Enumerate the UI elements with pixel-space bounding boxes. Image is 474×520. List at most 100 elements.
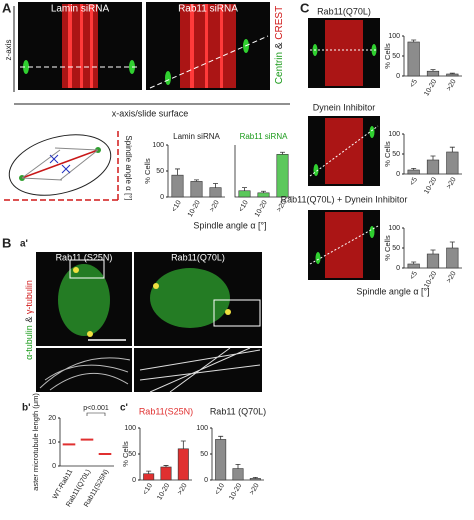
error-bar: [430, 249, 436, 254]
panel-label: a': [20, 239, 28, 250]
error-bar: [194, 179, 199, 182]
y-tick-label: 50: [200, 451, 208, 458]
x-tick-label: >20: [446, 270, 458, 284]
y-tick-label: 50: [392, 245, 400, 252]
bar: [257, 192, 270, 198]
chart-title: Rab11(Q70L) + Dynein Inhibitor: [281, 194, 408, 204]
y-axis-label: % Cells: [121, 441, 130, 467]
significance-bracket: [86, 412, 106, 416]
y-tick-label: 100: [388, 131, 400, 138]
microscopy-image: [308, 116, 380, 186]
error-bar: [411, 261, 417, 264]
bar: [190, 181, 203, 198]
stain-label: Centrin & CREST: [274, 6, 285, 84]
y-axis-label: % Cells: [383, 141, 392, 167]
annotation: p<0.001: [83, 405, 109, 412]
stain-label: γ-tubulin: [24, 280, 34, 314]
axis-line: [139, 428, 192, 481]
bar: [446, 73, 459, 77]
y-tick-label: 50: [156, 168, 164, 175]
axis-line: [234, 145, 292, 198]
axis-label: Spindle angle α [°]: [124, 135, 133, 200]
microscopy-image: [308, 18, 380, 88]
microscopy-image: [18, 2, 142, 90]
series-label: Rab11 siRNA: [240, 132, 289, 141]
error-bar: [235, 464, 241, 469]
bar: [446, 247, 459, 269]
panel-label: C: [300, 0, 310, 15]
x-tick-label: >20: [249, 482, 261, 496]
axis-line: [403, 36, 462, 77]
y-axis-label: % Cells: [383, 43, 392, 69]
y-tick-label: 0: [396, 171, 400, 178]
error-bar: [252, 477, 258, 479]
error-bar: [218, 435, 224, 440]
y-tick-label: 100: [388, 33, 400, 40]
y-tick-label: 0: [52, 463, 56, 470]
y-tick-label: 0: [160, 194, 164, 201]
error-bar: [261, 190, 266, 193]
x-tick-label: <5: [409, 270, 419, 281]
error-bar: [146, 470, 152, 474]
image-label: Lamin siRNA: [51, 4, 110, 15]
stain-label: &: [274, 42, 285, 49]
series-label: Lamin siRNA: [173, 132, 220, 141]
stain-label: &: [24, 317, 34, 323]
chart-title: Rab11 (Q70L): [210, 406, 266, 416]
panel-label: b': [22, 403, 31, 414]
bar: [171, 174, 184, 198]
bar: [177, 448, 189, 481]
x-tick-label: 10-20: [228, 482, 243, 501]
stain-label: α-tubulin: [24, 325, 34, 360]
image-label: Rab11 (S25N): [56, 252, 113, 262]
y-tick-label: 20: [48, 415, 56, 422]
stain-label: CREST: [274, 6, 285, 40]
y-tick-label: 0: [396, 265, 400, 272]
x-tick-label: 10-20: [254, 199, 269, 218]
axis-line: [403, 134, 462, 175]
x-tick-label: <10: [214, 482, 226, 496]
panel-label: B: [2, 235, 11, 250]
axis-line: [403, 228, 462, 269]
x-tick-label: <10: [171, 199, 183, 213]
x-tick-label: <5: [409, 176, 419, 187]
y-tick-label: 100: [124, 425, 136, 432]
x-tick-label: <10: [142, 482, 154, 496]
x-tick-label: >20: [446, 176, 458, 190]
axis-line: [167, 145, 225, 198]
image-label: Rab11 siRNA: [178, 4, 238, 15]
x-tick-label: 10-20: [187, 199, 202, 218]
bar: [232, 468, 244, 481]
error-bar: [449, 241, 455, 248]
microscopy-image: [146, 2, 270, 90]
bar: [160, 466, 172, 481]
error-bar: [411, 168, 417, 170]
stain-label: α-tubulin & γ-tubulin: [24, 280, 34, 360]
x-tick-label: >20: [177, 482, 189, 496]
y-tick-label: 10: [48, 439, 56, 446]
y-tick-label: 0: [204, 477, 208, 484]
y-tick-label: 50: [392, 151, 400, 158]
chart-title: Dynein Inhibitor: [313, 102, 376, 112]
microscopy-image: [134, 252, 262, 393]
y-tick-label: 100: [388, 225, 400, 232]
x-tick-label: <10: [238, 199, 250, 213]
x-tick-label: >20: [209, 199, 221, 213]
bar: [426, 159, 440, 175]
bar: [407, 169, 420, 175]
bar: [249, 478, 261, 481]
bar: [209, 187, 222, 198]
error-bar: [449, 146, 455, 152]
error-bar: [411, 39, 417, 42]
bar: [426, 253, 440, 269]
bar: [407, 263, 420, 269]
x-axis-label: Spindle angle α [°]: [356, 286, 429, 296]
spindle-diagram: [4, 130, 119, 201]
y-axis-label: % Cells: [143, 158, 152, 184]
axis-line: [211, 428, 264, 481]
y-axis-label: % Cells: [383, 235, 392, 261]
y-tick-label: 50: [392, 53, 400, 60]
bar: [426, 70, 440, 77]
x-tick-label: 10-20: [423, 176, 438, 195]
